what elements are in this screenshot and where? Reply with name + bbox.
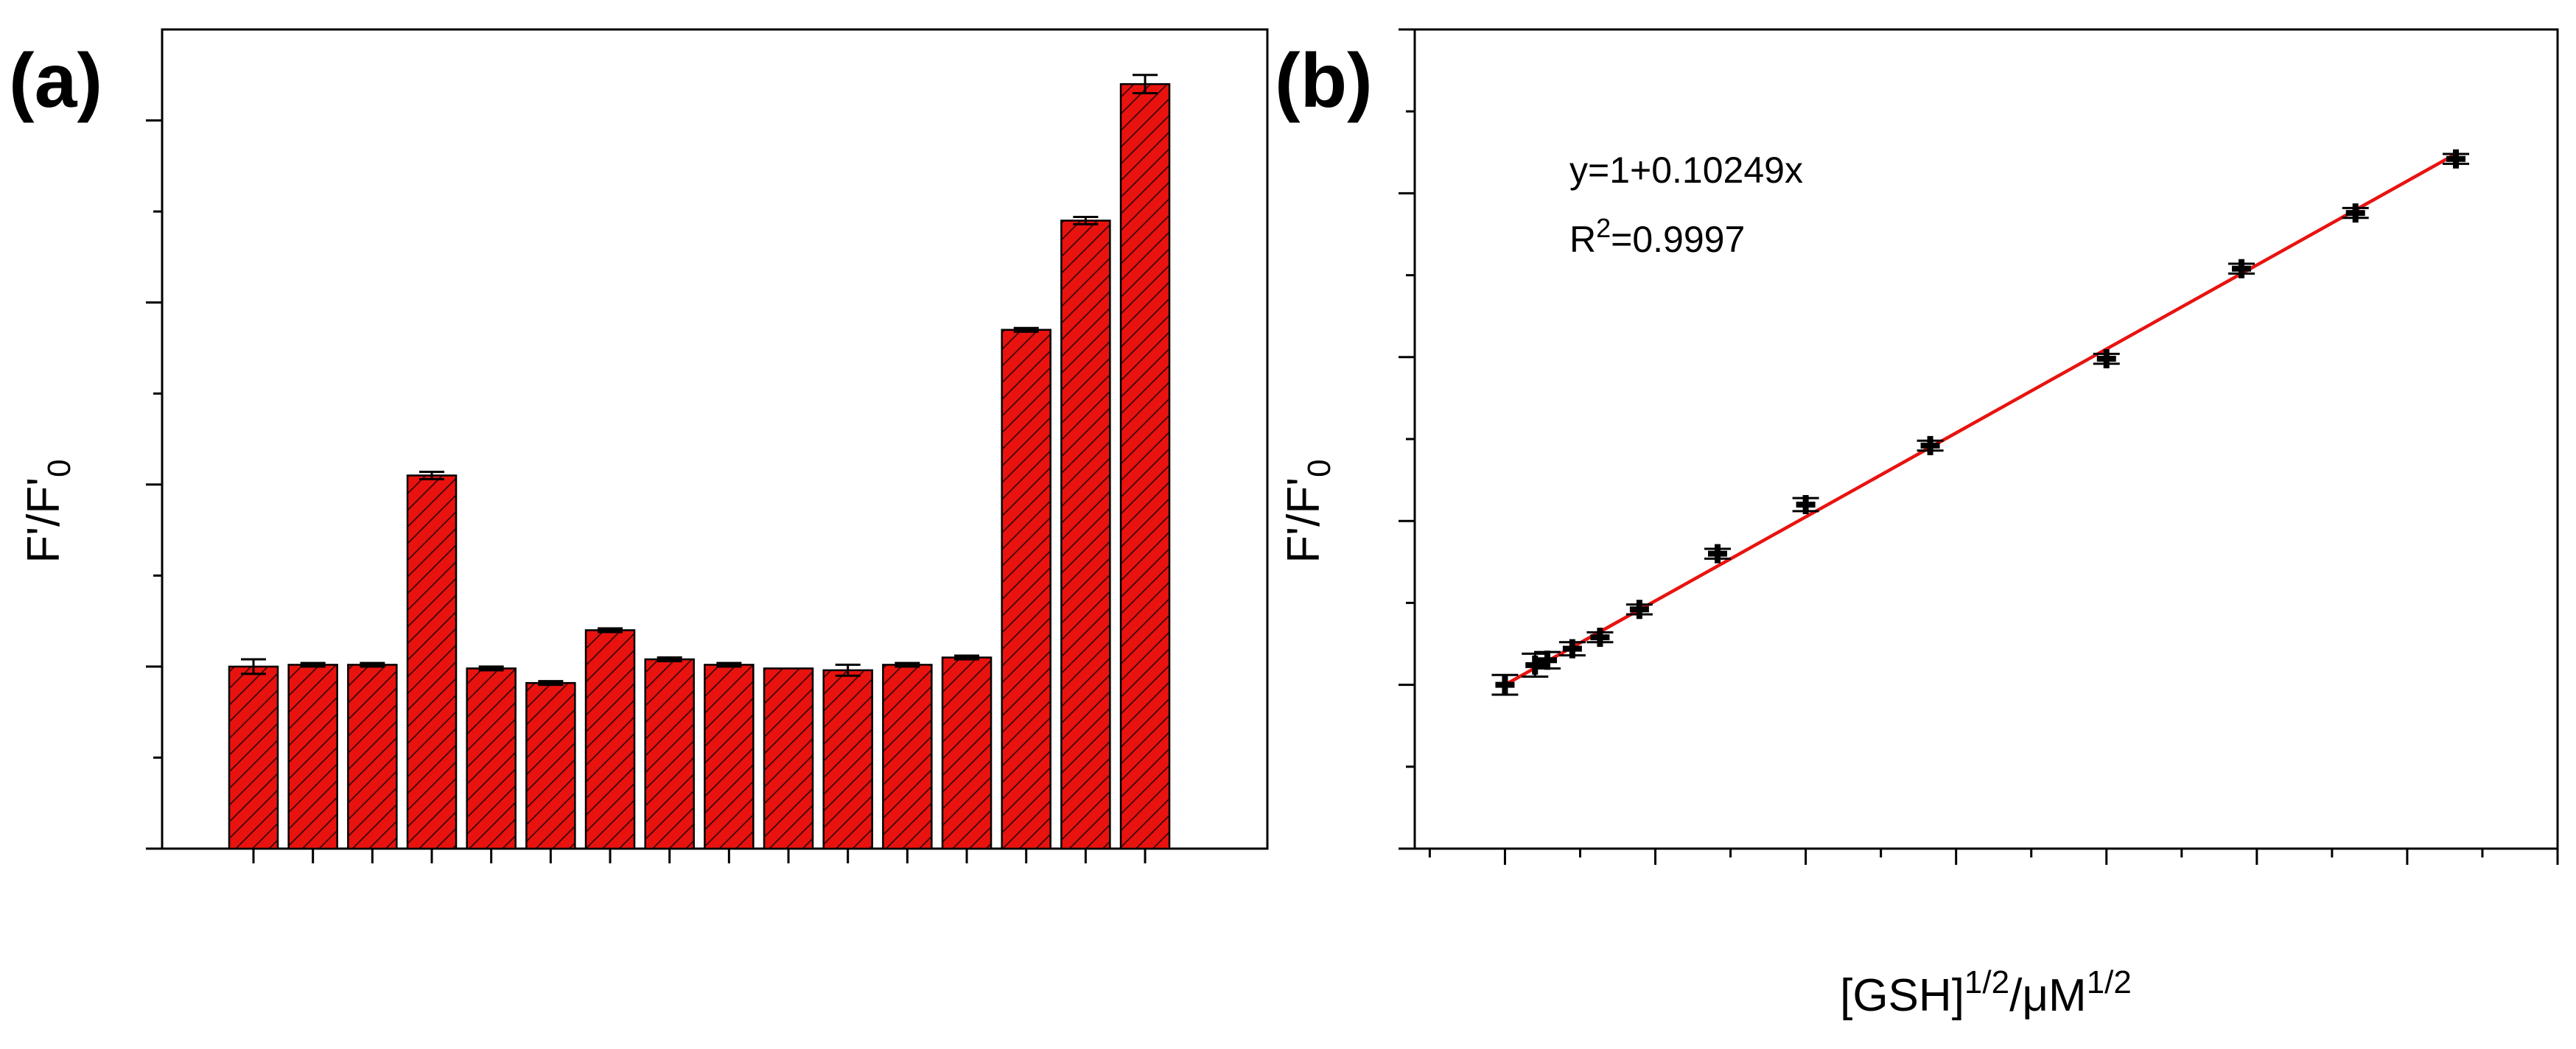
bar: [466, 667, 517, 850]
x-title-main2: /μM: [2009, 970, 2087, 1021]
bar: [525, 681, 576, 850]
bar: [1060, 220, 1111, 850]
data-point: [1538, 650, 1557, 670]
r2-value: =0.9997: [1611, 219, 1745, 260]
bar: [584, 629, 636, 850]
panel-a-y-axis-title: F'/F'0: [18, 459, 77, 563]
bar: [704, 664, 755, 850]
panel-b-label: (b): [1275, 38, 1373, 124]
bar: [882, 664, 933, 850]
panel-b-points: [1491, 149, 2470, 696]
data-point: [1495, 675, 1515, 695]
data-point: [2232, 259, 2252, 278]
panel-a-y-axis: [146, 119, 162, 850]
data-point: [1629, 600, 1649, 620]
x-title-main1: [GSH]: [1840, 970, 1964, 1021]
x-title-sup1: 1/2: [1964, 964, 2009, 1000]
bar: [287, 664, 338, 850]
bar: [941, 656, 993, 850]
panel-a: (a) F'/F'0: [9, 28, 1269, 863]
data-point: [1590, 628, 1610, 648]
data-point: [2096, 349, 2116, 369]
panel-b: (b) y=1+0.10249x R2=0.9997 F'/F'0 [GSH]1…: [1275, 28, 2559, 1021]
panel-b-equation: y=1+0.10249x: [1569, 150, 1803, 191]
panel-b-r-squared: R2=0.9997: [1569, 213, 1745, 260]
bar: [763, 667, 814, 850]
panel-b-y-axis-title: F'/F'0: [1278, 459, 1337, 563]
r2-main: R: [1569, 219, 1596, 260]
bar: [347, 664, 398, 850]
data-point: [2446, 149, 2466, 169]
data-point: [1562, 639, 1582, 659]
panel-a-x-axis: [252, 849, 1147, 863]
data-point: [1525, 655, 1545, 675]
data-point: [1796, 494, 1816, 514]
panel-b-x-axis: [1428, 849, 2559, 865]
bar: [406, 474, 458, 850]
data-point: [1920, 435, 1940, 455]
data-point: [2345, 203, 2365, 223]
panel-a-label: (a): [9, 38, 102, 124]
bar: [822, 669, 873, 850]
data-point: [1708, 544, 1728, 564]
bar: [1119, 83, 1171, 850]
x-title-sup2: 1/2: [2087, 964, 2132, 1000]
panel-a-bars: [228, 74, 1171, 850]
bar: [228, 665, 279, 850]
panel-a-y-title-main: F'/F': [18, 477, 69, 564]
bar: [1001, 329, 1051, 850]
panel-b-fit: [1504, 152, 2457, 687]
panel-a-y-title-sub: 0: [41, 459, 77, 477]
panel-b-y-title-sub: 0: [1301, 459, 1337, 477]
panel-b-x-axis-title: [GSH]1/2/μM1/2: [1840, 964, 2132, 1021]
panel-b-y-axis: [1399, 28, 1415, 850]
r2-sup: 2: [1596, 213, 1611, 243]
panel-b-y-title-main: F'/F': [1278, 477, 1329, 564]
bar: [644, 658, 695, 850]
fit-line: [1504, 152, 2457, 687]
